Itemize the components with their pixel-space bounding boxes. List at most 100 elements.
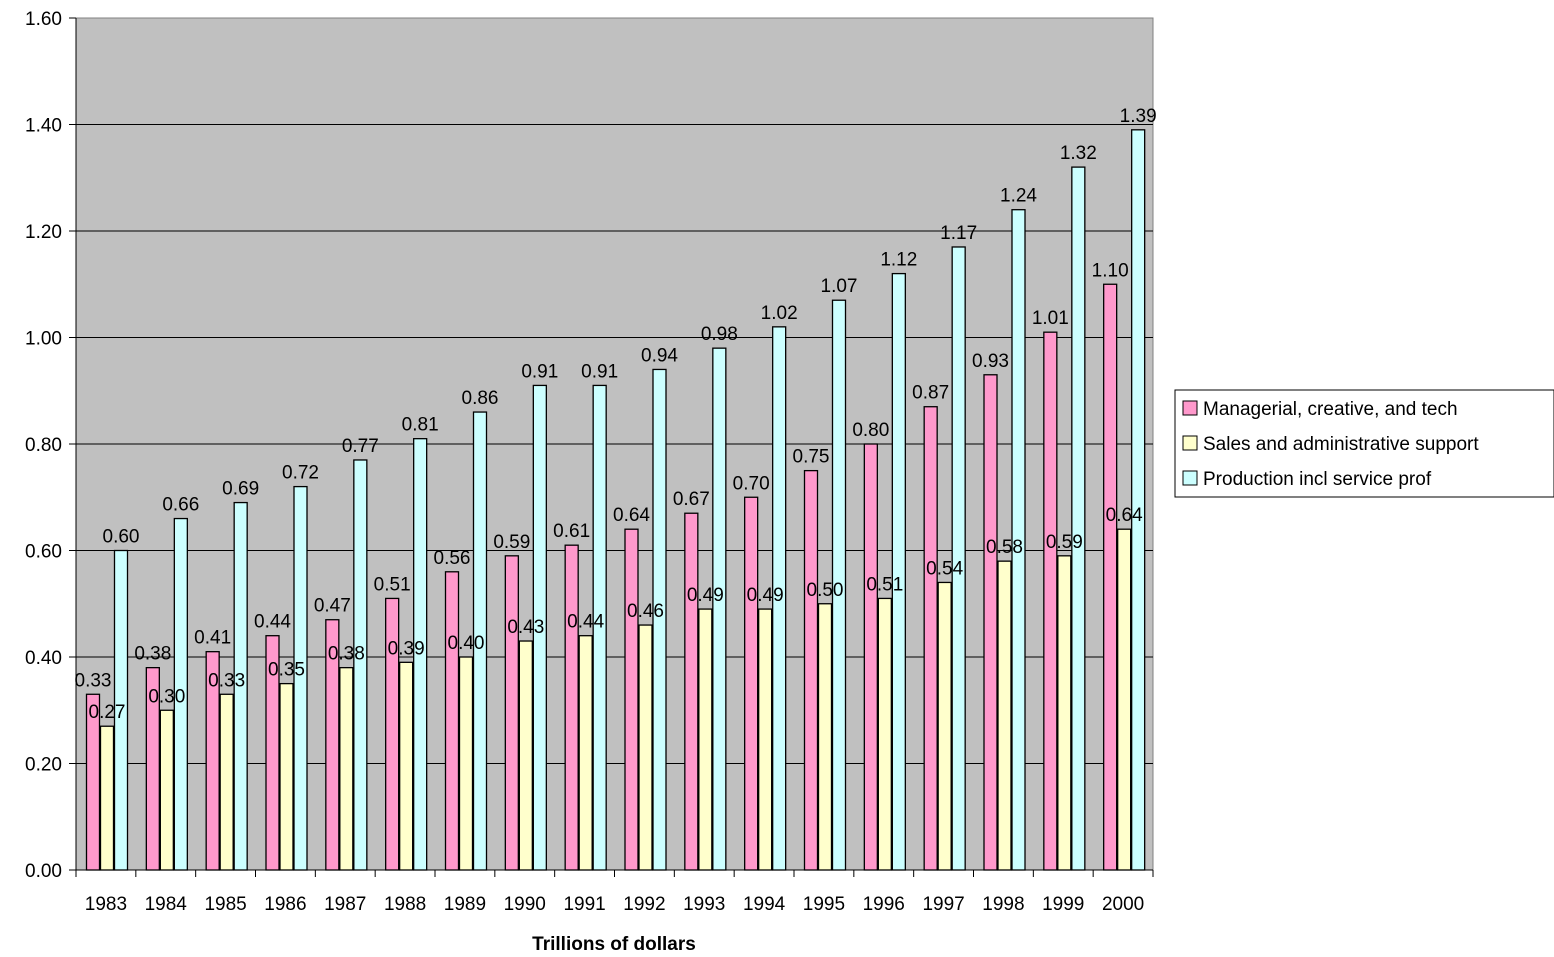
x-axis-label: Trillions of dollars bbox=[532, 934, 696, 955]
data-label: 0.33 bbox=[75, 670, 112, 691]
data-label: 1.39 bbox=[1120, 106, 1157, 127]
bar bbox=[219, 693, 234, 871]
bar bbox=[159, 709, 174, 871]
bar bbox=[578, 635, 593, 871]
bar bbox=[624, 528, 639, 871]
data-label: 1.12 bbox=[880, 250, 917, 271]
data-label: 0.64 bbox=[1106, 505, 1143, 526]
y-tick-labels: 0.00 0.20 0.40 0.60 0.80 1.00 1.20 1.40 1.60 bbox=[25, 9, 62, 882]
x-tick-label: 1986 bbox=[264, 894, 306, 915]
x-tick-label: 1993 bbox=[683, 894, 725, 915]
y-tick-label: 1.20 bbox=[25, 222, 62, 243]
data-label: 1.02 bbox=[761, 303, 798, 324]
data-label: 0.38 bbox=[134, 644, 171, 665]
data-label: 0.86 bbox=[462, 388, 499, 409]
data-label: 0.35 bbox=[268, 660, 305, 681]
x-tick-label: 1988 bbox=[384, 894, 426, 915]
bars bbox=[85, 129, 1146, 871]
y-tick-label: 1.60 bbox=[25, 9, 62, 30]
data-label: 1.24 bbox=[1000, 186, 1037, 207]
x-tick-label: 1999 bbox=[1042, 894, 1084, 915]
x-tick-label: 1985 bbox=[204, 894, 246, 915]
bar bbox=[444, 571, 460, 871]
bar bbox=[863, 443, 878, 871]
x-tick-label: 2000 bbox=[1102, 894, 1144, 915]
data-label: 0.27 bbox=[89, 702, 126, 723]
data-label: 1.32 bbox=[1060, 143, 1097, 164]
bar bbox=[817, 603, 833, 871]
bar bbox=[1117, 528, 1132, 871]
y-tick-label: 0.40 bbox=[25, 648, 62, 669]
bar bbox=[99, 725, 115, 871]
data-label: 0.49 bbox=[747, 585, 784, 606]
bar bbox=[1057, 555, 1072, 871]
data-label: 0.70 bbox=[733, 473, 770, 494]
bar bbox=[518, 640, 533, 871]
data-label: 1.07 bbox=[821, 276, 858, 297]
y-tick-label: 0.60 bbox=[25, 542, 62, 563]
x-tick-label: 1996 bbox=[863, 894, 905, 915]
data-label: 0.69 bbox=[222, 479, 259, 500]
bar bbox=[923, 406, 938, 871]
bar bbox=[458, 656, 474, 871]
data-label: 0.91 bbox=[521, 361, 558, 382]
y-tick-label: 0.20 bbox=[25, 755, 62, 776]
x-tick-label: 1994 bbox=[743, 894, 786, 915]
bar bbox=[698, 608, 713, 871]
bar bbox=[983, 374, 998, 871]
bar bbox=[937, 581, 952, 871]
data-label: 0.72 bbox=[282, 463, 319, 484]
bar bbox=[1131, 129, 1146, 871]
data-label: 0.54 bbox=[926, 558, 963, 579]
data-label: 0.50 bbox=[807, 580, 844, 601]
data-label: 0.43 bbox=[507, 617, 544, 638]
data-label: 0.30 bbox=[148, 686, 185, 707]
data-label: 0.33 bbox=[208, 670, 245, 691]
x-tick-label: 1995 bbox=[803, 894, 845, 915]
bar bbox=[638, 624, 653, 871]
bar bbox=[339, 667, 354, 871]
data-label: 0.80 bbox=[852, 420, 889, 441]
x-tick-label: 1984 bbox=[145, 894, 188, 915]
x-tick-label: 1992 bbox=[623, 894, 665, 915]
data-label: 0.44 bbox=[567, 612, 604, 633]
data-label: 0.93 bbox=[972, 351, 1009, 372]
legend-swatch bbox=[1182, 470, 1198, 486]
bar bbox=[803, 469, 819, 871]
data-label: 0.77 bbox=[342, 436, 379, 457]
bar bbox=[279, 682, 294, 871]
bar bbox=[1043, 331, 1058, 871]
legend-swatch bbox=[1182, 400, 1198, 416]
gridlines bbox=[76, 124, 1153, 764]
y-tick-label: 0.00 bbox=[25, 861, 62, 882]
data-label: 0.51 bbox=[374, 574, 411, 595]
y-tick-label: 0.80 bbox=[25, 435, 62, 456]
bar bbox=[891, 272, 906, 871]
bar bbox=[399, 661, 414, 871]
x-tick-label: 1991 bbox=[563, 894, 605, 915]
data-labels: 0.33 0.27 0.60 0.38 0.30 0.66 0.41 0.33 0.69 0.44… bbox=[75, 106, 1157, 723]
bar bbox=[564, 544, 579, 871]
data-label: 0.39 bbox=[388, 638, 425, 659]
data-label: 0.38 bbox=[328, 644, 365, 665]
data-label: 0.67 bbox=[673, 489, 710, 510]
bar bbox=[758, 608, 773, 871]
legend-swatch bbox=[1182, 435, 1198, 451]
bar bbox=[504, 555, 519, 871]
x-tick-label: 1998 bbox=[982, 894, 1024, 915]
y-tick-label: 1.00 bbox=[25, 329, 62, 350]
data-label: 0.91 bbox=[581, 361, 618, 382]
bar bbox=[1071, 166, 1086, 871]
legend-label: Managerial, creative, and tech bbox=[1203, 399, 1458, 420]
x-tick-label: 1997 bbox=[922, 894, 964, 915]
bar bbox=[877, 597, 892, 871]
data-label: 0.40 bbox=[448, 633, 485, 654]
bar bbox=[997, 560, 1012, 871]
x-tick-label: 1990 bbox=[504, 894, 546, 915]
data-label: 0.47 bbox=[314, 596, 351, 617]
data-label: 0.61 bbox=[553, 521, 590, 542]
data-label: 0.51 bbox=[866, 574, 903, 595]
data-label: 1.01 bbox=[1032, 308, 1069, 329]
legend-box bbox=[1174, 389, 1554, 498]
